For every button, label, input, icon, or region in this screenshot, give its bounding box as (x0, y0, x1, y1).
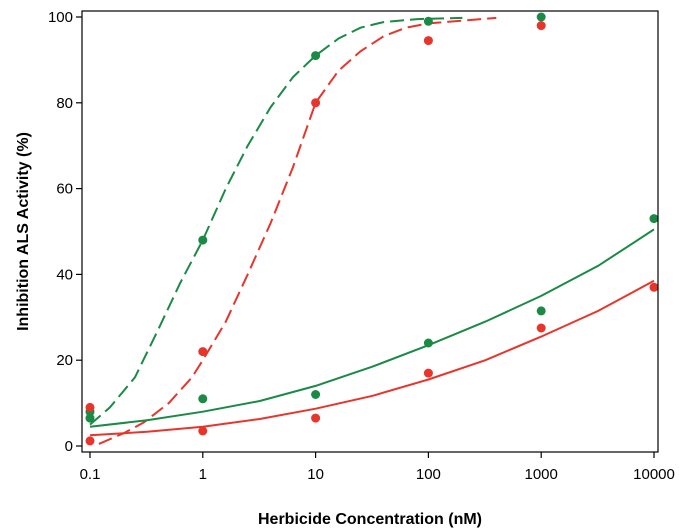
y-tick-label: 80 (56, 95, 73, 112)
data-point-series-1 (311, 51, 321, 61)
x-tick-label: 1000 (525, 466, 558, 483)
data-point-series-4 (536, 323, 546, 333)
data-point-series-3 (536, 306, 546, 316)
y-tick-label: 60 (56, 181, 73, 198)
data-point-series-3 (649, 214, 659, 224)
data-point-series-4 (198, 426, 208, 436)
x-tick-label: 10000 (633, 466, 675, 483)
fit-curves (89, 16, 655, 445)
y-tick-label: 40 (56, 266, 73, 283)
fit-curve-4 (89, 279, 655, 437)
x-axis-title: Herbicide Concentration (nM) (258, 511, 482, 528)
data-point-series-3 (198, 394, 208, 404)
plot-frame (81, 10, 659, 453)
data-point-series-1 (85, 413, 95, 423)
data-point-series-2 (423, 36, 433, 46)
x-tick-label: 1 (199, 466, 207, 483)
fit-curve-1 (89, 16, 463, 426)
x-tick-label: 10 (307, 466, 324, 483)
data-point-series-1 (198, 235, 208, 245)
data-point-series-3 (423, 338, 433, 348)
data-point-series-2 (85, 402, 95, 412)
data-point-series-2 (85, 436, 95, 446)
data-point-series-1 (423, 16, 433, 26)
data-point-series-2 (536, 21, 546, 31)
y-tick-label: 100 (48, 9, 73, 26)
y-axis-title: Inhibition ALS Activity (%) (15, 132, 32, 331)
data-point-series-4 (311, 413, 321, 423)
data-point-series-1 (536, 12, 546, 22)
axes: 0 20 40 60 80 100 0.1 1 10 100 1000 10000 (48, 9, 675, 483)
x-tick-label: 0.1 (80, 466, 101, 483)
data-points (85, 12, 659, 446)
data-point-series-4 (649, 282, 659, 292)
data-point-series-2 (198, 347, 208, 357)
y-tick-label: 0 (65, 438, 73, 455)
fit-curve-3 (89, 228, 655, 428)
data-point-series-4 (423, 368, 433, 378)
y-tick-label: 20 (56, 352, 73, 369)
fit-curve-2 (98, 16, 497, 445)
x-tick-label: 100 (416, 466, 441, 483)
data-point-series-3 (311, 390, 321, 399)
data-point-series-2 (311, 98, 321, 108)
